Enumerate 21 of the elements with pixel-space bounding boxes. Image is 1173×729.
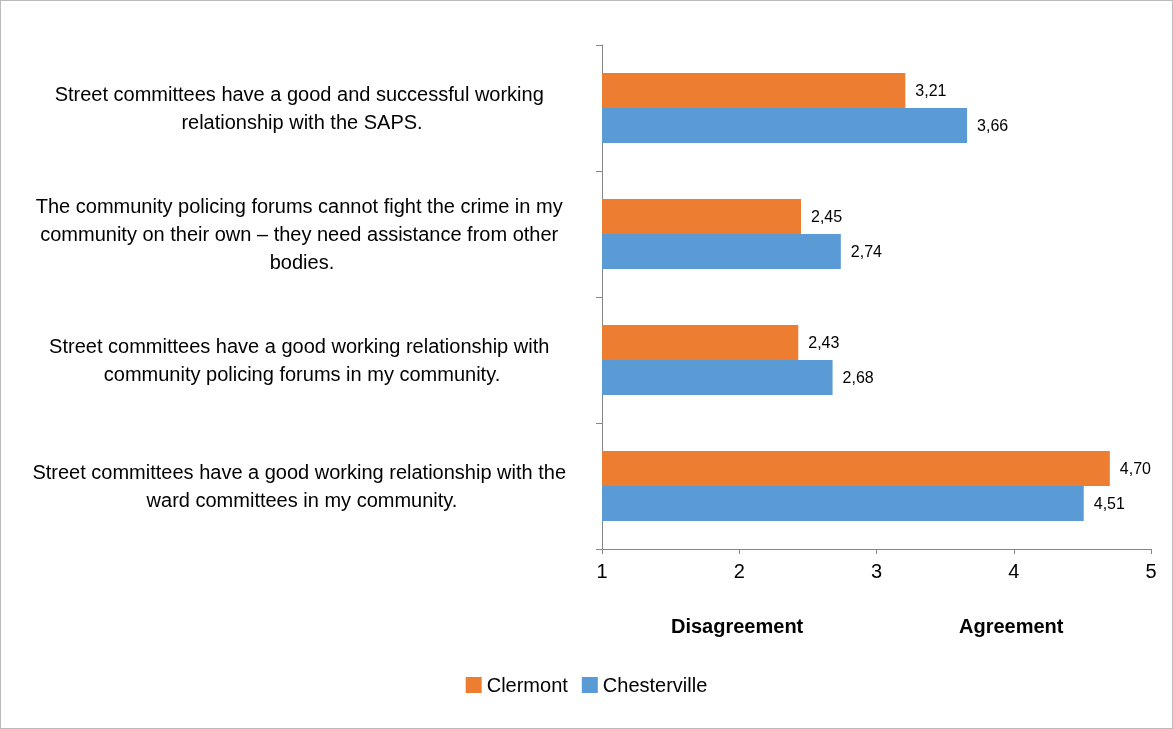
- data-label: 2,45: [811, 208, 843, 225]
- data-label: 4,51: [1093, 495, 1125, 512]
- x-tick-label: 2: [733, 560, 745, 582]
- x-tick-label: 1: [596, 560, 608, 582]
- data-label: 2,68: [842, 369, 874, 386]
- text: Disagreement: [671, 615, 804, 637]
- legend-label: Chesterville: [602, 674, 708, 696]
- text: Agreement: [959, 615, 1064, 637]
- y-tick-label: Street committees have a good working relationship with the ward committees in my community.: [32, 461, 572, 511]
- x-tick-label: 3: [870, 560, 883, 582]
- y-tick-label: Street committees have a good and successful working relationship with the SAPS.: [54, 83, 550, 133]
- y-tick-label: Street committees have a good working relationship with community policing forums in my community.: [49, 335, 555, 385]
- data-label: 2,74: [850, 243, 883, 260]
- x-tick-label: 5: [1145, 560, 1157, 582]
- y-tick-label: The community policing forums cannot fight the crime in my community on their own – they need assistance from other bodies.: [35, 195, 569, 273]
- data-label: 4,70: [1119, 460, 1152, 477]
- data-label: 2,43: [808, 334, 840, 351]
- data-label: 3,21: [915, 82, 947, 99]
- legend-label: Clermont: [486, 674, 569, 696]
- x-tick-label: 4: [1008, 560, 1020, 582]
- data-label: 3,66: [977, 117, 1009, 134]
